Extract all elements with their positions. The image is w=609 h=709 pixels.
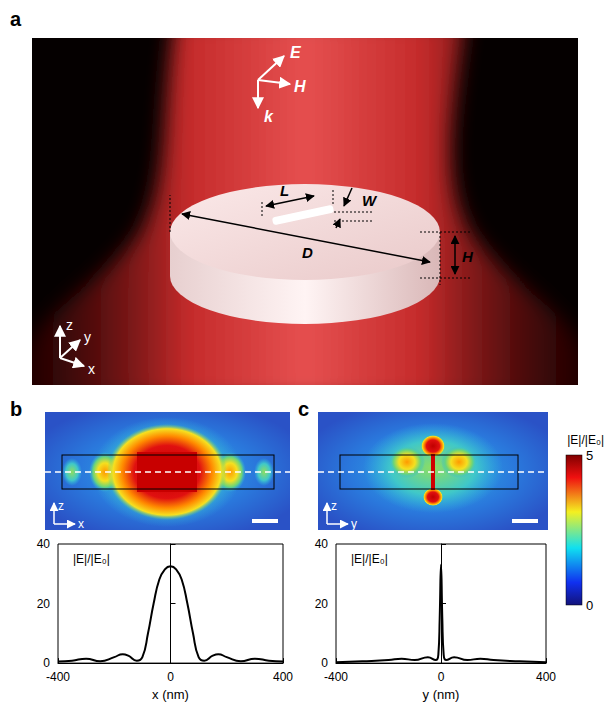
svg-text:20: 20: [315, 597, 329, 611]
svg-text:0: 0: [321, 656, 328, 670]
svg-text:c: c: [298, 398, 309, 420]
svg-text:20: 20: [37, 597, 51, 611]
svg-text:0: 0: [438, 670, 445, 684]
svg-text:z: z: [331, 499, 337, 513]
svg-text:0: 0: [586, 598, 593, 613]
svg-text:400: 400: [536, 670, 556, 684]
svg-text:H: H: [462, 248, 474, 265]
svg-text:y: y: [351, 517, 357, 531]
svg-text:x: x: [78, 517, 84, 531]
svg-text:b: b: [10, 398, 22, 420]
svg-text:H: H: [294, 78, 306, 95]
svg-text:0: 0: [43, 656, 50, 670]
svg-text:0: 0: [167, 670, 174, 684]
svg-text:y: y: [84, 329, 91, 345]
svg-text:-400: -400: [46, 670, 70, 684]
svg-text:D: D: [302, 244, 313, 261]
svg-text:400: 400: [273, 670, 293, 684]
svg-text:k: k: [264, 108, 274, 125]
svg-text:L: L: [280, 182, 289, 199]
svg-text:z: z: [66, 317, 73, 333]
svg-text:|E|/|E₀|: |E|/|E₀|: [73, 552, 110, 566]
svg-text:-400: -400: [324, 670, 348, 684]
svg-text:z: z: [58, 499, 64, 513]
svg-text:x (nm): x (nm): [152, 687, 189, 702]
svg-text:5: 5: [586, 448, 593, 463]
svg-text:x: x: [88, 361, 95, 377]
svg-text:W: W: [362, 192, 378, 209]
svg-text:|E|/|E₀|: |E|/|E₀|: [567, 433, 604, 447]
svg-text:40: 40: [315, 537, 329, 551]
svg-text:E: E: [290, 44, 302, 61]
svg-text:y (nm): y (nm): [423, 687, 460, 702]
svg-text:|E|/|E₀|: |E|/|E₀|: [351, 552, 388, 566]
svg-text:40: 40: [37, 537, 51, 551]
svg-text:a: a: [10, 8, 22, 30]
